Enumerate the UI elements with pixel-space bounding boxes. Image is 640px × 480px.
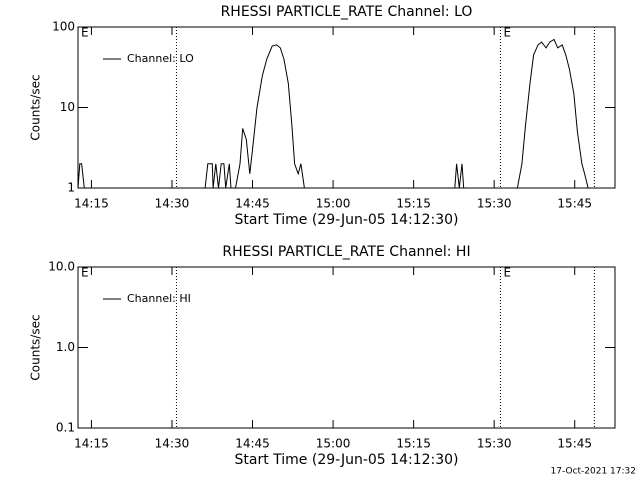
- y-axis-label: Counts/sec: [29, 314, 43, 380]
- x-tick-label: 15:15: [396, 437, 431, 451]
- x-tick-label: 15:30: [477, 437, 512, 451]
- x-tick-label: 14:15: [74, 197, 109, 211]
- x-tick-label: 15:00: [316, 197, 351, 211]
- y-axis-label: Counts/sec: [29, 74, 43, 140]
- x-tick-label: 14:30: [155, 437, 190, 451]
- plot-frame: [77, 26, 616, 189]
- legend-label: Channel: LO: [127, 52, 194, 65]
- x-tick-label: 15:30: [477, 197, 512, 211]
- x-tick-label: 14:45: [235, 437, 270, 451]
- x-tick-label: 14:30: [155, 197, 190, 211]
- x-tick-label: 15:45: [557, 437, 592, 451]
- y-tick-label: 10.0: [48, 260, 75, 274]
- y-tick-label: 10: [60, 100, 75, 114]
- y-tick-label: 0.1: [56, 421, 75, 435]
- x-tick-label: 15:45: [557, 197, 592, 211]
- y-tick-label: 1.0: [56, 340, 75, 354]
- annotation: E: [503, 266, 511, 280]
- x-axis-label: Start Time (29-Jun-05 14:12:30): [235, 212, 459, 228]
- data-line: [78, 38, 615, 188]
- footer: 17-Oct-2021 17:32: [551, 467, 636, 477]
- y-tick-label: 1: [67, 181, 75, 195]
- x-tick-label: 14:15: [74, 437, 109, 451]
- legend-label: Channel: HI: [127, 292, 191, 305]
- plot-frame: [77, 266, 616, 429]
- x-tick-label: 14:45: [235, 197, 270, 211]
- y-tick-label: 100: [52, 20, 75, 34]
- annotation: E: [81, 266, 89, 280]
- x-tick-label: 15:00: [316, 437, 351, 451]
- x-axis-label: Start Time (29-Jun-05 14:12:30): [235, 452, 459, 468]
- chart-title: RHESSI PARTICLE_RATE Channel: HI: [222, 244, 470, 260]
- x-tick-label: 15:15: [396, 197, 431, 211]
- annotation: E: [81, 26, 89, 40]
- chart-title: RHESSI PARTICLE_RATE Channel: LO: [221, 4, 473, 20]
- annotation: E: [503, 26, 511, 40]
